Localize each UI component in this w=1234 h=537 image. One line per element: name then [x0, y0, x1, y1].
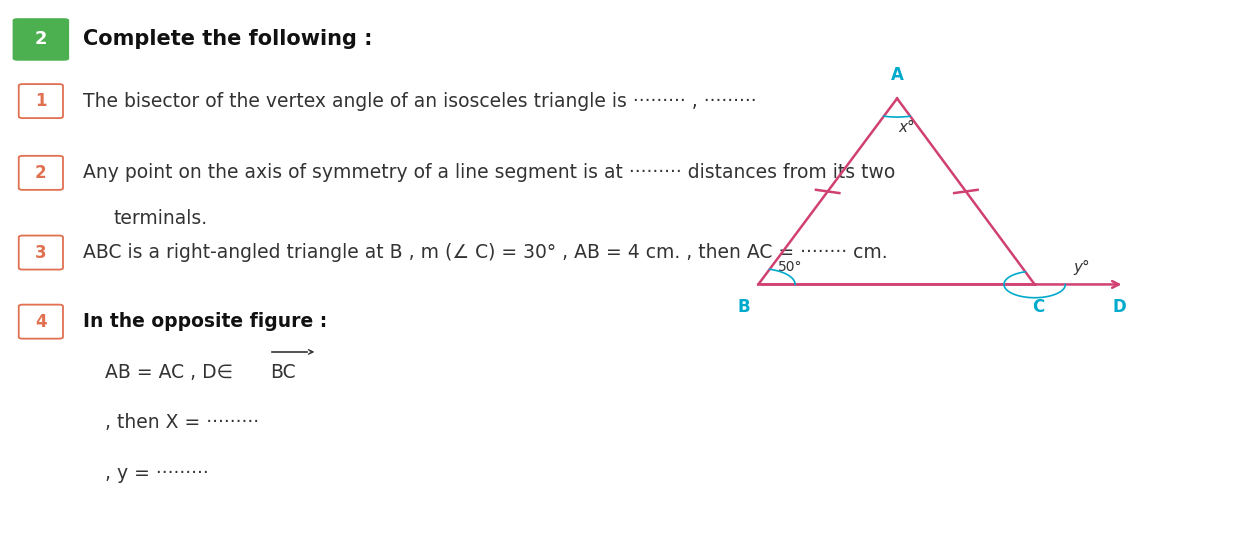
- Text: terminals.: terminals.: [114, 208, 207, 228]
- FancyBboxPatch shape: [19, 84, 63, 118]
- Text: 2: 2: [35, 31, 47, 48]
- Text: 3: 3: [35, 244, 47, 262]
- Text: Complete the following :: Complete the following :: [83, 30, 373, 49]
- Text: x°: x°: [898, 120, 916, 135]
- Text: 50°: 50°: [777, 260, 802, 274]
- Text: D: D: [1113, 297, 1127, 316]
- FancyBboxPatch shape: [12, 18, 69, 61]
- Text: 1: 1: [35, 92, 47, 110]
- Text: , then X = ·········: , then X = ·········: [105, 413, 259, 432]
- Text: In the opposite figure :: In the opposite figure :: [83, 312, 327, 331]
- Text: AB = AC , D∈: AB = AC , D∈: [105, 362, 233, 382]
- Text: 4: 4: [35, 313, 47, 331]
- Text: BC: BC: [270, 362, 296, 382]
- FancyBboxPatch shape: [19, 304, 63, 339]
- Text: C: C: [1032, 297, 1044, 316]
- FancyBboxPatch shape: [19, 156, 63, 190]
- Text: Any point on the axis of symmetry of a line segment is at ········· distances fr: Any point on the axis of symmetry of a l…: [83, 163, 895, 183]
- Text: y°: y°: [1074, 260, 1090, 275]
- Text: A: A: [891, 66, 903, 84]
- Text: B: B: [737, 297, 750, 316]
- Text: 2: 2: [35, 164, 47, 182]
- FancyBboxPatch shape: [19, 236, 63, 270]
- Text: The bisector of the vertex angle of an isosceles triangle is ········· , ·······: The bisector of the vertex angle of an i…: [83, 92, 756, 111]
- Text: ABC is a right-angled triangle at B , m (∠ C) = 30° , AB = 4 cm. , then AC = ···: ABC is a right-angled triangle at B , m …: [83, 243, 887, 262]
- Text: , y = ·········: , y = ·········: [105, 463, 209, 483]
